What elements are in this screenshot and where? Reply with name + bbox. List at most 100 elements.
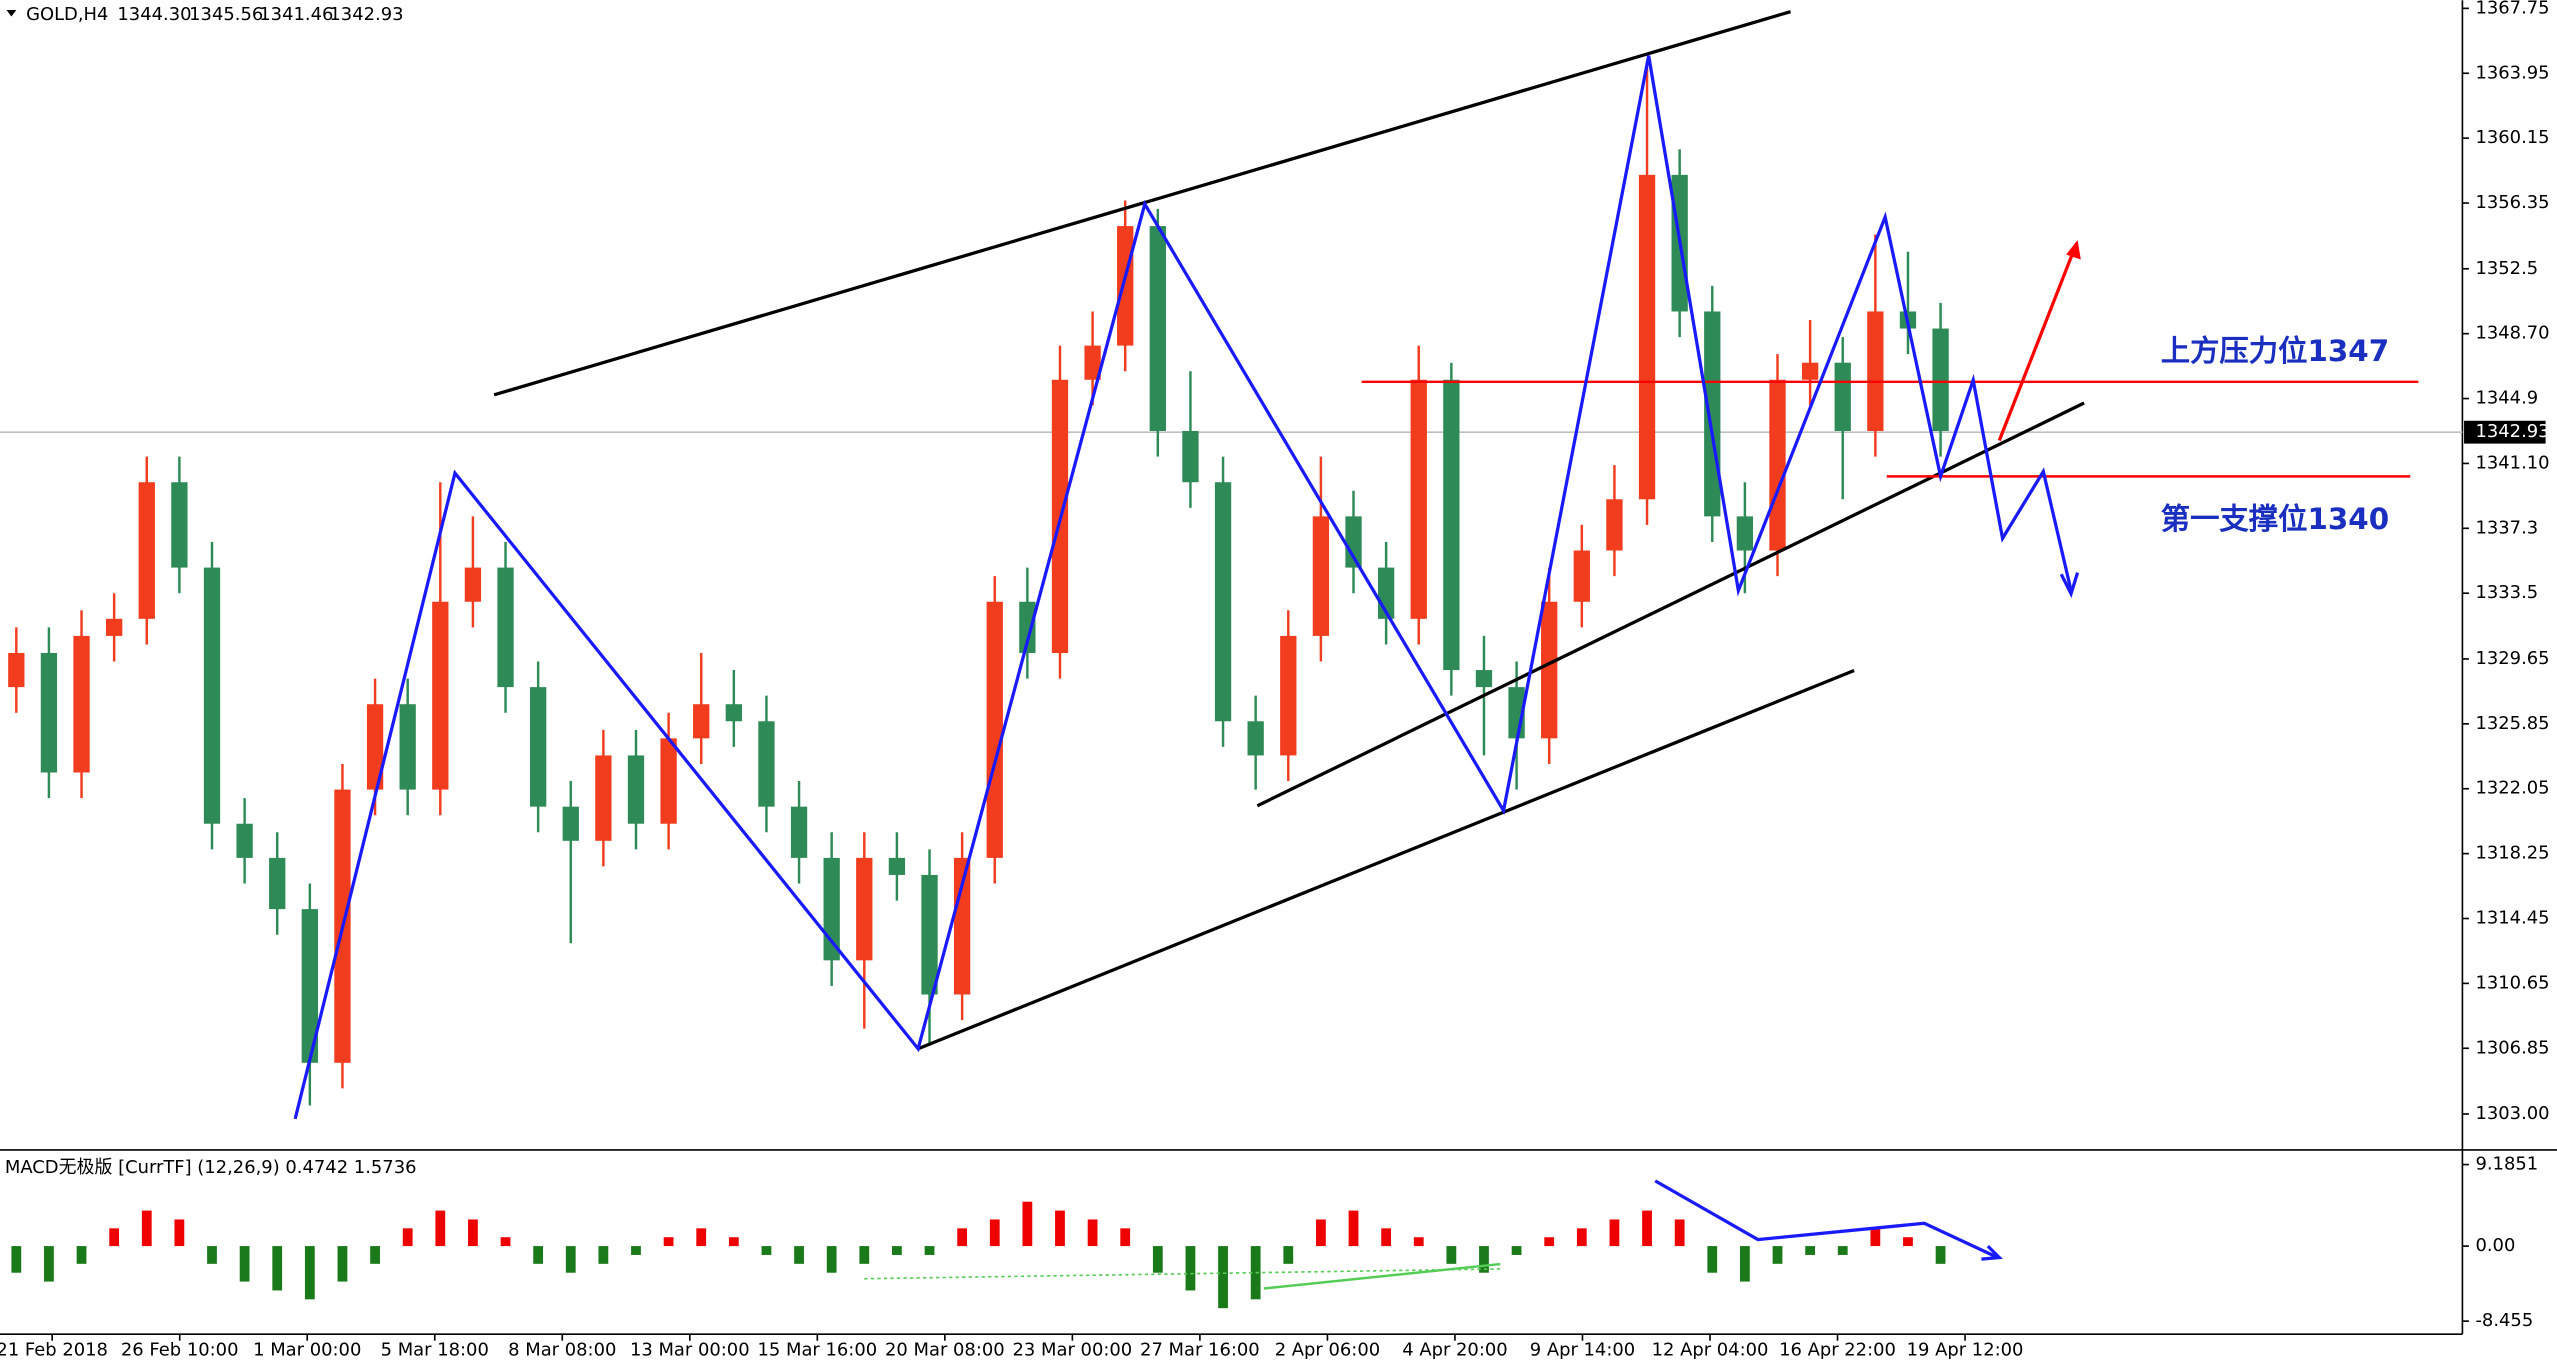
y-tick-label: 1325.85	[2475, 713, 2549, 734]
macd-bar	[500, 1237, 511, 1247]
x-tick-label: 2 Apr 06:00	[1275, 1339, 1380, 1360]
x-tick-label: 12 Apr 04:00	[1652, 1339, 1769, 1360]
candle-body	[1932, 328, 1949, 431]
macd-bar	[1544, 1237, 1555, 1247]
candle-body	[73, 635, 90, 773]
bull-arrow	[1997, 244, 2078, 442]
candle-body	[693, 704, 710, 739]
macd-title: MACD无极版 [CurrTF] (12,26,9) 0.4742 1.5736	[5, 1157, 417, 1178]
y-tick-label: 1314.45	[2475, 908, 2549, 929]
candle-body	[236, 823, 253, 858]
macd-bar	[1348, 1210, 1359, 1247]
annotation: 第一支撑位1340	[2161, 502, 2389, 536]
macd-bar	[565, 1246, 576, 1273]
x-tick-label: 21 Feb 2018	[0, 1339, 108, 1360]
candle-body	[1214, 482, 1232, 722]
candle-body	[1736, 516, 1754, 551]
candle-body	[953, 857, 971, 995]
y-tick-label: 1344.9	[2475, 388, 2538, 409]
ohlc-open: 1344.30	[117, 4, 191, 25]
macd-tick-label: -8.455	[2475, 1310, 2533, 1331]
candle-body	[790, 806, 808, 858]
x-tick-label: 26 Feb 10:00	[121, 1339, 239, 1360]
y-tick-label: 1310.65	[2475, 972, 2549, 993]
x-tick-label: 16 Apr 22:00	[1779, 1339, 1896, 1360]
candle-body	[758, 721, 775, 807]
candle-body	[1475, 670, 1493, 688]
macd-bar	[1446, 1246, 1457, 1264]
x-tick-label: 20 Mar 08:00	[885, 1339, 1005, 1360]
annotation: 上方压力位1347	[2161, 334, 2389, 368]
macd-bar	[1316, 1219, 1326, 1247]
candle-body	[660, 738, 677, 824]
candle-body	[1541, 601, 1558, 739]
x-tick-label: 4 Apr 20:00	[1402, 1339, 1507, 1360]
macd-bar	[141, 1210, 152, 1247]
channel-line	[1256, 401, 2085, 808]
macd-bar	[957, 1228, 968, 1247]
macd-bar	[826, 1246, 837, 1273]
macd-bar	[1707, 1246, 1718, 1273]
y-tick-label: 1348.70	[2475, 323, 2549, 344]
candle-body	[301, 909, 318, 1063]
macd-bar	[370, 1246, 380, 1264]
macd-bar	[11, 1246, 22, 1273]
candle-body	[1117, 226, 1134, 346]
candle-body	[627, 755, 645, 824]
y-tick-label: 1367.75	[2475, 0, 2549, 18]
macd-bar	[663, 1237, 674, 1247]
menu-arrow[interactable]	[6, 10, 17, 17]
x-tick-label: 27 Mar 16:00	[1140, 1339, 1260, 1360]
candle-body	[8, 652, 25, 688]
candle-body	[464, 567, 482, 602]
y-tick-label: 1318.25	[2475, 843, 2549, 864]
macd-divergence	[864, 1268, 1501, 1280]
macd-bar	[696, 1228, 707, 1247]
macd-bar	[1185, 1246, 1196, 1291]
macd-bar	[1381, 1228, 1392, 1247]
macd-bar	[207, 1246, 217, 1264]
candle-body	[1410, 379, 1427, 619]
candle-body	[1149, 226, 1166, 431]
candle-body	[1247, 721, 1264, 756]
candle-body	[1573, 550, 1590, 602]
candle-body	[725, 704, 742, 722]
macd-bar	[1805, 1246, 1816, 1255]
candle-body	[1867, 311, 1884, 431]
candle-body	[529, 687, 547, 807]
zigzag	[293, 55, 2073, 1120]
macd-bar	[1674, 1219, 1685, 1247]
arrow-head	[2059, 572, 2080, 599]
channel-line	[917, 668, 1855, 1051]
candle-body	[921, 874, 938, 995]
x-tick-label: 13 Mar 00:00	[630, 1339, 750, 1360]
y-tick-label: 1341.10	[2475, 452, 2549, 473]
candle-body	[1084, 345, 1101, 380]
macd-bar	[1576, 1228, 1587, 1247]
candle-body	[1801, 362, 1819, 380]
candle-body	[269, 857, 286, 910]
symbol: GOLD,H4	[26, 4, 108, 25]
candle-body	[40, 652, 58, 773]
macd-tick-label: 0.00	[2475, 1235, 2515, 1256]
y-tick-label: 1329.65	[2475, 648, 2549, 669]
candle-body	[399, 704, 416, 790]
x-tick-label: 8 Mar 08:00	[508, 1339, 616, 1360]
x-tick-label: 15 Mar 16:00	[757, 1339, 877, 1360]
macd-bar	[892, 1246, 902, 1255]
macd-bar	[1152, 1246, 1163, 1273]
macd-bar	[1739, 1246, 1750, 1282]
arrow-head	[2066, 239, 2081, 260]
y-tick-label: 1333.5	[2475, 582, 2538, 603]
macd-bar	[272, 1246, 283, 1291]
macd-bar	[728, 1237, 739, 1247]
candle-body	[1704, 311, 1721, 517]
candle-body	[1638, 174, 1656, 500]
drawings	[293, 10, 2419, 1290]
candle-body	[1769, 379, 1786, 551]
candle-body	[823, 857, 840, 961]
macd-bar	[794, 1246, 804, 1264]
y-tick-label: 1303.00	[2475, 1103, 2549, 1124]
